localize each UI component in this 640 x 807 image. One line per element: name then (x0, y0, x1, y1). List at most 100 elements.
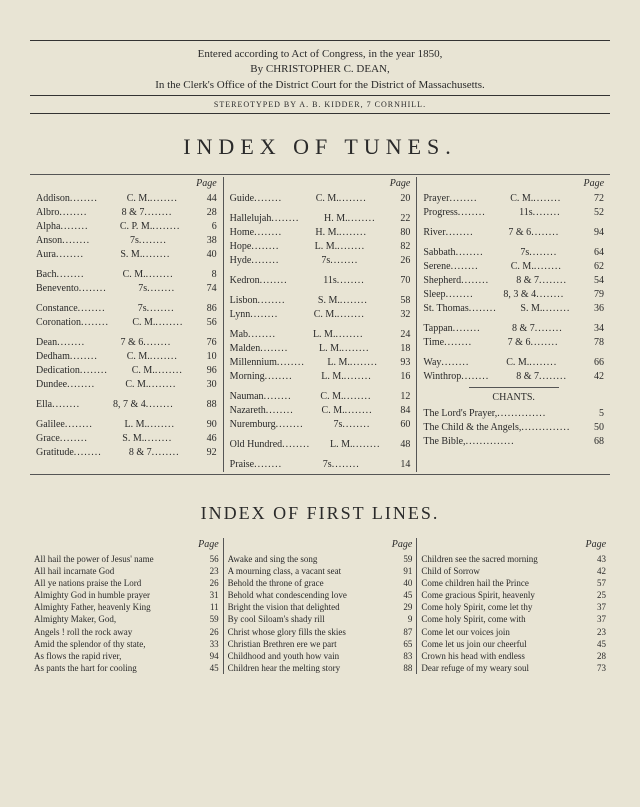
first-line-text: As pants the hart for cooling (34, 662, 206, 674)
tune-meter: 7s (138, 282, 147, 296)
first-line-page: 56 (206, 553, 219, 565)
leader-dots: ........ (142, 248, 206, 262)
tune-entry: Dedication........C. M.........96 (36, 364, 217, 378)
first-line-text: By cool Siloam's shady rill (228, 613, 404, 625)
first-line-text: Childhood and youth how vain (228, 650, 400, 662)
leader-dots: ........ (78, 302, 138, 316)
chant-entry: The Child & the Angels,..............50 (423, 421, 604, 435)
leader-dots: ........ (254, 458, 323, 472)
first-line-entry: Children hear the melting story88 (228, 662, 413, 674)
tune-page: 64 (594, 246, 604, 260)
tunes-index: Page Addison........C. M.........44Albro… (30, 174, 610, 475)
leader-dots: ........ (248, 328, 313, 342)
tune-entry: Time........7 & 6........78 (423, 336, 604, 350)
tune-meter: H. M. (324, 212, 348, 226)
leader-dots: ........ (542, 302, 594, 316)
leader-dots: ........ (531, 226, 594, 240)
tune-meter: C. M. (506, 356, 529, 370)
first-line-entry: As flows the rapid river,94 (34, 650, 219, 662)
tune-entry: Benevento........7s........74 (36, 282, 217, 296)
tune-page: 93 (400, 356, 410, 370)
tune-page: 54 (594, 274, 604, 288)
leader-dots: ........ (461, 274, 516, 288)
tune-page: 46 (207, 432, 217, 446)
tune-name: Tappan (423, 322, 452, 336)
leader-dots: ........ (449, 192, 510, 206)
tune-entry: Dedham........C. M.........10 (36, 350, 217, 364)
first-line-entry: Angels ! roll the rock away26 (34, 626, 219, 638)
rule-top (30, 40, 610, 41)
tune-name: Ella (36, 398, 52, 412)
tune-page: 94 (594, 226, 604, 240)
leader-dots: ........ (271, 212, 324, 226)
leader-dots: ........ (60, 220, 119, 234)
first-line-page: 59 (399, 553, 412, 565)
first-line-text: Christ whose glory fills the skies (228, 626, 400, 638)
leader-dots: ........ (260, 274, 324, 288)
tune-meter: 8, 7 & 4 (113, 398, 146, 412)
tune-meter: 8 & 7 (122, 206, 145, 220)
tune-page: 79 (594, 288, 604, 302)
page-col-head: Page (423, 177, 604, 191)
first-line-page: 94 (206, 650, 219, 662)
tune-name: River (423, 226, 445, 240)
leader-dots: ........ (67, 378, 125, 392)
first-line-page: 45 (593, 638, 606, 650)
first-line-entry: Almighty God in humble prayer31 (34, 589, 219, 601)
tunes-col-1: Page Addison........C. M.........44Albro… (30, 177, 223, 472)
rule-1 (30, 95, 610, 96)
leader-dots: ........ (529, 246, 594, 260)
tune-entry: Prayer........C. M.........72 (423, 192, 604, 206)
first-line-text: Bright the vision that delighted (228, 601, 400, 613)
first-line-text: Almighty Father, heavenly King (34, 601, 206, 613)
leader-dots: ........ (446, 226, 509, 240)
rule-2 (30, 113, 610, 114)
first-line-page: 40 (399, 577, 412, 589)
tune-name: Albro (36, 206, 59, 220)
stereotype-line: STEREOTYPED BY A. B. KIDDER, 7 CORNHILL. (30, 100, 610, 109)
tune-entry: Nuremburg........7s........60 (230, 418, 411, 432)
first-line-entry: Almighty Maker, God,59 (34, 613, 219, 625)
first-line-page: 87 (399, 626, 412, 638)
leader-dots: ........ (342, 342, 401, 356)
tune-entry: Hyde........7s........26 (230, 254, 411, 268)
leader-dots: ........ (539, 274, 594, 288)
tune-page: 80 (400, 226, 410, 240)
lines-col-2: Page Awake and sing the song59A mourning… (223, 538, 417, 674)
leader-dots: ........ (276, 418, 334, 432)
tune-page: 70 (400, 274, 410, 288)
tune-name: Lynn (230, 308, 251, 322)
first-line-entry: Christ whose glory fills the skies87 (228, 626, 413, 638)
first-line-page: 26 (206, 577, 219, 589)
tune-meter: 7s (321, 254, 330, 268)
first-line-page: 73 (593, 662, 606, 674)
first-line-page: 28 (593, 650, 606, 662)
tune-meter: 7s (520, 246, 529, 260)
tune-name: Sleep (423, 288, 445, 302)
first-line-text: Come gracious Spirit, heavenly (421, 589, 593, 601)
first-line-entry: Come let us join our cheerful45 (421, 638, 606, 650)
first-line-text: Behold what condescending love (228, 589, 400, 601)
tune-entry: Gratitude........8 & 7........92 (36, 446, 217, 460)
leader-dots: ........ (451, 260, 511, 274)
page-col-head: Page (230, 177, 411, 191)
tune-page: 26 (400, 254, 410, 268)
tune-page: 8 (212, 268, 217, 282)
tune-entry: Hallelujah........H. M.........22 (230, 212, 411, 226)
tune-meter: 8 & 7 (129, 446, 152, 460)
tune-entry: Anson........7s........38 (36, 234, 217, 248)
leader-dots: ........ (265, 370, 322, 384)
leader-dots: ........ (79, 282, 139, 296)
tunes-col-2: Page Guide........C. M.........20Hallelu… (223, 177, 417, 472)
first-line-entry: Behold the throne of grace40 (228, 577, 413, 589)
tune-name: Way (423, 356, 441, 370)
leader-dots: ........ (155, 316, 206, 330)
tune-entry: Dean........7 & 6........76 (36, 336, 217, 350)
tune-entry: Lisbon........S. M.........58 (230, 294, 411, 308)
tune-name: Coronation (36, 316, 81, 330)
first-line-page: 9 (404, 613, 413, 625)
tune-meter: 11s (519, 206, 533, 220)
tune-meter: 8, 3 & 4 (503, 288, 536, 302)
tune-page: 74 (207, 282, 217, 296)
tune-meter: L. M. (125, 418, 148, 432)
